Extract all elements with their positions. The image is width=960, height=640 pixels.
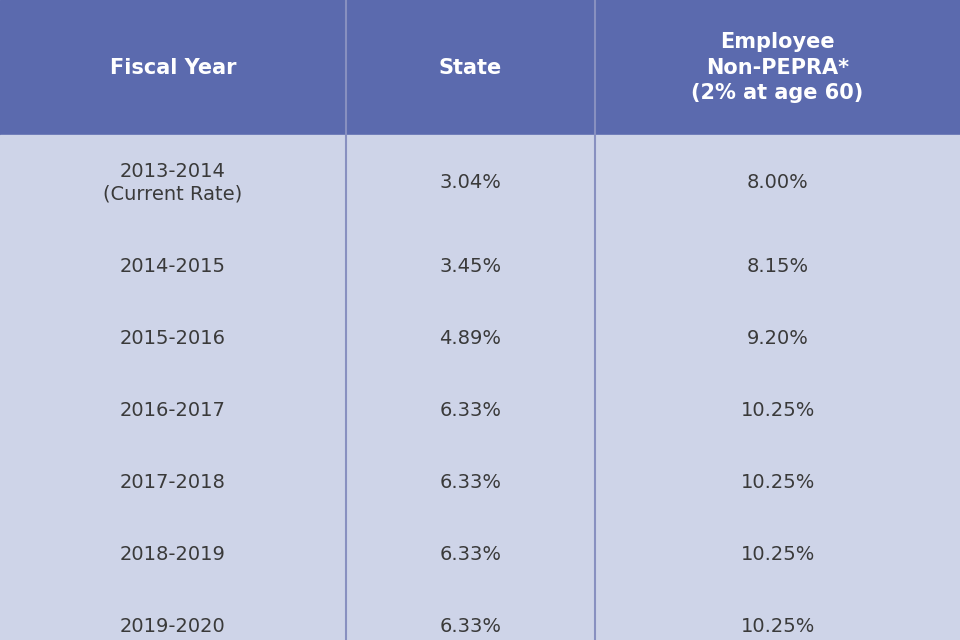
- Text: State: State: [439, 58, 502, 77]
- Text: 2016-2017: 2016-2017: [120, 401, 226, 419]
- Text: 3.45%: 3.45%: [440, 257, 501, 275]
- Text: 10.25%: 10.25%: [740, 545, 815, 563]
- Text: 10.25%: 10.25%: [740, 616, 815, 636]
- Bar: [0, 0, 960, 135]
- Text: 6.33%: 6.33%: [440, 545, 501, 563]
- Text: 10.25%: 10.25%: [740, 401, 815, 419]
- Text: 2019-2020: 2019-2020: [120, 616, 226, 636]
- Text: 2018-2019: 2018-2019: [120, 545, 226, 563]
- Text: 8.15%: 8.15%: [747, 257, 808, 275]
- Text: Employee
Non-PEPRA*
(2% at age 60): Employee Non-PEPRA* (2% at age 60): [691, 32, 864, 103]
- Text: Fiscal Year: Fiscal Year: [109, 58, 236, 77]
- Text: 9.20%: 9.20%: [747, 328, 808, 348]
- Text: 2014-2015: 2014-2015: [120, 257, 226, 275]
- Text: 8.00%: 8.00%: [747, 173, 808, 192]
- Text: 2017-2018: 2017-2018: [120, 472, 226, 492]
- Text: 6.33%: 6.33%: [440, 472, 501, 492]
- Text: 3.04%: 3.04%: [440, 173, 501, 192]
- Text: 10.25%: 10.25%: [740, 472, 815, 492]
- Text: 6.33%: 6.33%: [440, 401, 501, 419]
- Text: 2013-2014
(Current Rate): 2013-2014 (Current Rate): [103, 162, 243, 204]
- Text: 2015-2016: 2015-2016: [120, 328, 226, 348]
- Text: 6.33%: 6.33%: [440, 616, 501, 636]
- Text: 4.89%: 4.89%: [440, 328, 501, 348]
